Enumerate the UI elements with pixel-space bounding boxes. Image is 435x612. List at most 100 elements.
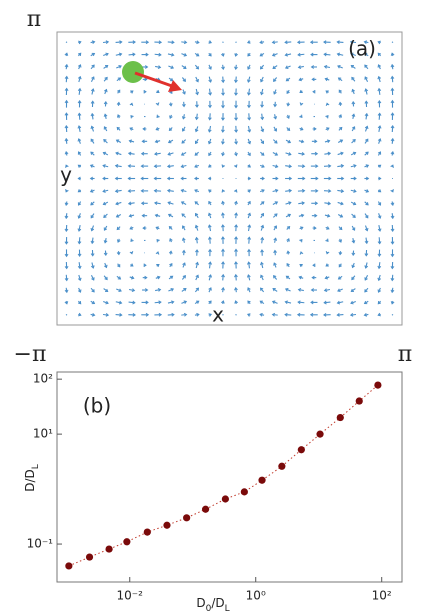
flow-arrow-head bbox=[338, 264, 342, 268]
flow-arrow bbox=[260, 225, 264, 231]
flow-arrow-head bbox=[77, 87, 82, 92]
flow-arrow bbox=[378, 125, 381, 132]
flow-arrow-head bbox=[114, 164, 119, 168]
flow-arrow-head bbox=[208, 92, 212, 96]
flow-arrow-head bbox=[352, 214, 356, 218]
flow-arrow-head bbox=[64, 151, 69, 155]
x-axis-label: x bbox=[212, 303, 224, 327]
flow-arrow-head bbox=[90, 265, 95, 269]
flow-arrow-head bbox=[323, 288, 328, 293]
flow-arrow-head bbox=[312, 263, 316, 268]
flow-arrow-head bbox=[298, 275, 302, 280]
flow-arrow-head bbox=[77, 138, 82, 142]
flow-arrow-head bbox=[90, 138, 94, 142]
flow-arrow-head bbox=[140, 188, 144, 193]
flow-arrow-head bbox=[158, 40, 163, 45]
flow-arrow-head bbox=[171, 312, 175, 317]
flow-arrow-head bbox=[91, 64, 95, 68]
flow-arrow-head bbox=[140, 201, 145, 206]
flow-arrow-head bbox=[273, 128, 278, 132]
flow-arrow-head bbox=[141, 213, 145, 218]
flow-arrow-head bbox=[234, 141, 238, 145]
y-axis-label-part: D/D bbox=[23, 469, 37, 492]
flow-arrow-head bbox=[194, 236, 199, 241]
flow-arrow-head bbox=[310, 52, 314, 57]
flow-arrow-head bbox=[158, 300, 162, 305]
flow-arrow bbox=[364, 225, 368, 231]
flow-arrow-head bbox=[247, 200, 251, 205]
flow-arrow bbox=[378, 237, 381, 244]
flow-arrow-head bbox=[297, 52, 301, 57]
flow-arrow-head bbox=[261, 201, 265, 205]
flow-arrow bbox=[91, 126, 95, 132]
flow-arrow-head bbox=[115, 151, 119, 156]
flow-arrow-head bbox=[128, 139, 133, 144]
flow-arrow bbox=[324, 152, 331, 155]
flow-arrow-head bbox=[390, 137, 395, 142]
flow-arrow-head bbox=[208, 200, 212, 205]
flow-arrow-head bbox=[144, 275, 148, 280]
flow-arrow-head bbox=[233, 164, 238, 168]
flow-arrow-head bbox=[207, 236, 212, 240]
flow-arrow-head bbox=[208, 40, 213, 44]
flow-arrow-head bbox=[183, 312, 188, 317]
flow-arrow-head bbox=[234, 105, 238, 109]
flow-arrow-head bbox=[155, 251, 160, 255]
flow-arrow bbox=[91, 113, 94, 120]
flow-arrow-head bbox=[377, 87, 382, 92]
flow-arrow-head bbox=[247, 152, 251, 157]
flow-arrow-head bbox=[363, 52, 368, 57]
flow-arrow-head bbox=[365, 151, 369, 155]
flow-arrow-head bbox=[328, 189, 332, 193]
flow-arrow-head bbox=[353, 176, 357, 181]
flow-arrow-head bbox=[337, 77, 342, 81]
x-right-label: π bbox=[398, 342, 412, 367]
flow-arrow bbox=[65, 313, 68, 316]
vector-field bbox=[64, 40, 395, 317]
flow-arrow-head bbox=[296, 40, 301, 45]
flow-arrow-head bbox=[297, 287, 302, 292]
flow-arrow-head bbox=[157, 65, 162, 70]
flow-arrow bbox=[195, 262, 199, 269]
flow-arrow-head bbox=[286, 262, 290, 267]
flow-arrow-head bbox=[364, 227, 369, 232]
flow-arrow bbox=[78, 274, 81, 281]
flow-arrow-head bbox=[377, 228, 382, 232]
flow-arrow-head bbox=[260, 274, 264, 278]
flow-arrow-head bbox=[181, 237, 186, 241]
particle bbox=[122, 61, 144, 83]
flow-arrow bbox=[261, 237, 264, 244]
flow-arrow-head bbox=[208, 66, 212, 70]
data-point bbox=[258, 476, 266, 484]
flow-arrow-head bbox=[259, 300, 263, 304]
flow-arrow-head bbox=[117, 264, 121, 268]
flow-arrow-head bbox=[182, 78, 186, 82]
flow-arrow-head bbox=[64, 124, 69, 129]
flow-arrow-head bbox=[89, 189, 94, 193]
flow-arrow-head bbox=[273, 275, 277, 279]
flow-arrow-head bbox=[104, 288, 109, 293]
y-top-label: π bbox=[27, 7, 41, 32]
flow-arrow-head bbox=[208, 248, 212, 253]
flow-arrow-head bbox=[64, 75, 69, 80]
flow-arrow-head bbox=[77, 189, 82, 193]
flow-arrow-head bbox=[271, 312, 276, 317]
flow-arrow-head bbox=[351, 126, 356, 130]
flow-arrow-head bbox=[221, 300, 225, 304]
flow-arrow-head bbox=[195, 91, 199, 96]
flow-arrow-head bbox=[91, 312, 96, 317]
flow-arrow-head bbox=[77, 265, 82, 270]
flow-arrow-head bbox=[285, 78, 290, 82]
flow-arrow-head bbox=[153, 176, 157, 181]
flow-arrow-head bbox=[338, 89, 342, 93]
y-tick-label: 10² bbox=[33, 372, 53, 386]
flow-arrow-head bbox=[377, 99, 382, 104]
flow-arrow-head bbox=[208, 300, 212, 304]
flow-arrow-head bbox=[130, 115, 134, 119]
flow-arrow-head bbox=[351, 252, 356, 257]
flow-arrow-head bbox=[195, 104, 199, 108]
flow-arrow-head bbox=[338, 101, 343, 106]
flow-arrow-head bbox=[299, 114, 303, 119]
flow-arrow-head bbox=[259, 66, 264, 70]
flow-arrow-head bbox=[299, 251, 304, 255]
